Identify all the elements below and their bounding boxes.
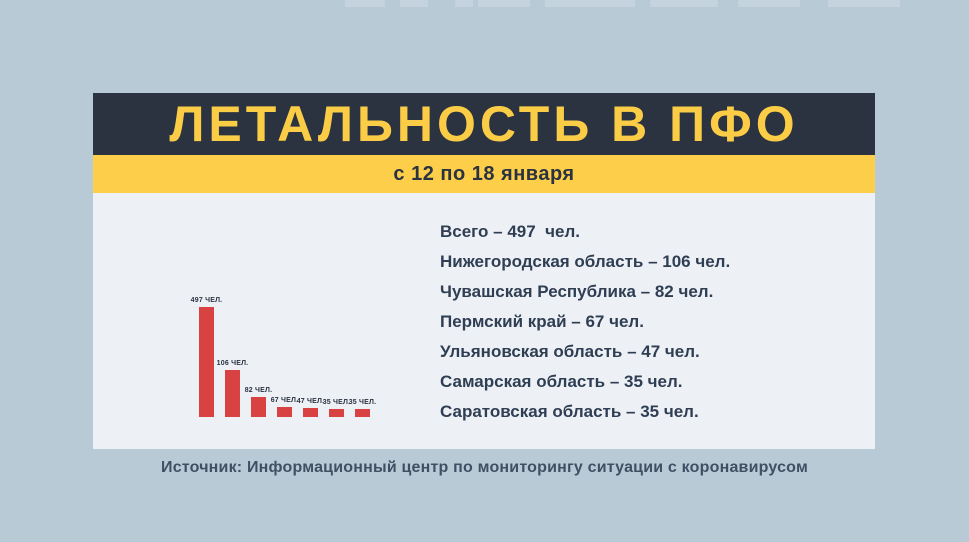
- stat-item: Ульяновская область – 47 чел.: [440, 342, 700, 361]
- stat-item: Всего – 497 чел.: [440, 222, 580, 241]
- cropped-text-fragment: [738, 0, 800, 7]
- bar-value-label: 497 ЧЕЛ.: [190, 297, 223, 304]
- date-range-label: с 12 по 18 января: [393, 162, 575, 185]
- cropped-text-fragment: [400, 0, 428, 7]
- cropped-top-text-artifact: [0, 0, 969, 12]
- bar-Чувашская Республика: [251, 397, 266, 417]
- bar-Саратовская область: [355, 409, 370, 417]
- bar-value-label: 82 ЧЕЛ.: [244, 387, 273, 394]
- stat-item: Саратовская область – 35 чел.: [440, 402, 699, 421]
- bar-Ульяновская область: [303, 408, 318, 417]
- bar-Самарская область: [329, 409, 344, 417]
- cropped-text-fragment: [828, 0, 900, 7]
- stats-list: Всего – 497 чел. Нижегородская область – …: [440, 217, 855, 427]
- header-bar: ЛЕТАЛЬНОСТЬ В ПФО: [93, 93, 875, 155]
- bar-value-label: 67 ЧЕЛ.: [270, 397, 299, 404]
- card-body: 497 ЧЕЛ. 106 ЧЕЛ. 82 ЧЕЛ. 67 ЧЕЛ. 47 ЧЕЛ. 35 …: [93, 193, 875, 449]
- stat-item: Нижегородская область – 106 чел.: [440, 252, 731, 271]
- bar-chart: 497 ЧЕЛ. 106 ЧЕЛ. 82 ЧЕЛ. 67 ЧЕЛ. 47 ЧЕЛ. 35 …: [191, 237, 469, 417]
- bar-value-label: 106 ЧЕЛ.: [216, 360, 249, 367]
- subheader-band: с 12 по 18 января: [93, 155, 875, 193]
- bar-Всего: [199, 307, 214, 417]
- source-line: Источник: Информационный центр по монито…: [161, 459, 808, 476]
- cropped-text-fragment: [478, 0, 530, 7]
- cropped-text-fragment: [455, 0, 473, 7]
- cropped-text-fragment: [545, 0, 635, 7]
- bar-value-label: 35 ЧЕЛ.: [348, 399, 377, 406]
- bar-Пермский край: [277, 407, 292, 417]
- cropped-text-fragment: [345, 0, 385, 7]
- stat-item: Пермский край – 67 чел.: [440, 312, 644, 331]
- page-title: ЛЕТАЛЬНОСТЬ В ПФО: [169, 96, 799, 152]
- cropped-text-fragment: [650, 0, 718, 7]
- bar-Нижегородская область: [225, 370, 240, 417]
- stat-item: Чувашская Республика – 82 чел.: [440, 282, 714, 301]
- bar-value-label: 47 ЧЕЛ.: [296, 398, 325, 405]
- infographic-card: ЛЕТАЛЬНОСТЬ В ПФО с 12 по 18 января 497 …: [93, 93, 875, 449]
- stat-item: Самарская область – 35 чел.: [440, 372, 683, 391]
- bar-value-label: 35 ЧЕЛ.: [322, 399, 351, 406]
